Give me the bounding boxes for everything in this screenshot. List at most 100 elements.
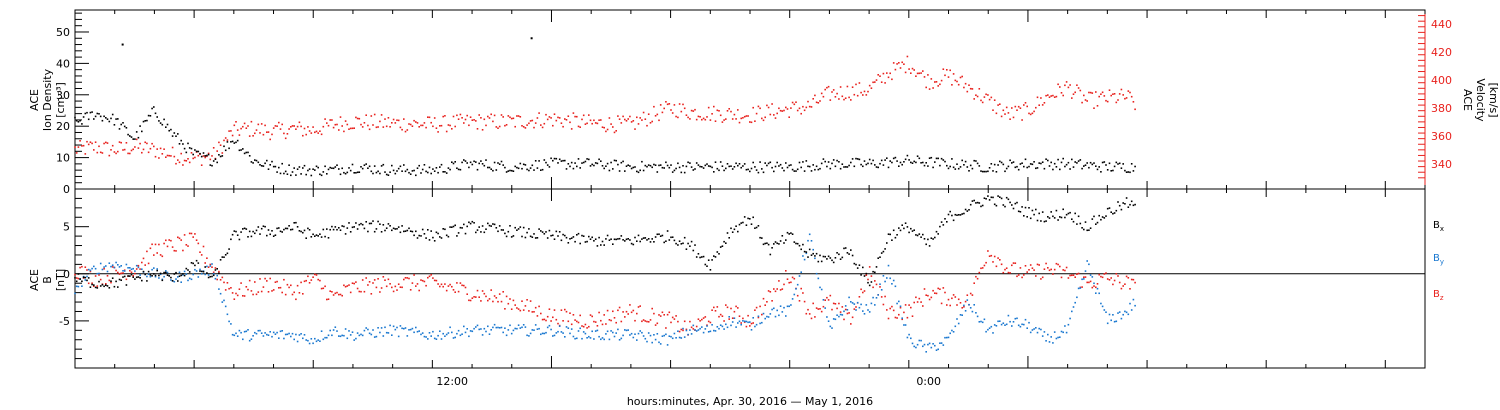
bx-point: [820, 260, 823, 263]
bz-point: [74, 273, 76, 276]
bx-point: [481, 225, 484, 227]
bz-point: [1069, 274, 1071, 277]
by-point: [233, 334, 236, 337]
density-point: [682, 165, 684, 167]
bx-point: [331, 225, 333, 228]
density-point: [93, 118, 95, 120]
by-point: [137, 266, 140, 269]
bz-point: [1059, 265, 1061, 268]
bx-point: [166, 274, 169, 276]
by-point: [745, 320, 748, 323]
bx-point: [706, 265, 708, 267]
density-point: [706, 163, 708, 165]
bx-point: [853, 262, 856, 265]
density-point: [182, 143, 184, 145]
bx-point: [392, 227, 395, 230]
bz-point: [671, 316, 674, 319]
bz-point: [358, 290, 361, 293]
bx-point: [200, 270, 203, 273]
by-point: [863, 313, 866, 315]
bx-point: [714, 256, 717, 258]
by-point: [778, 314, 780, 317]
bz-point: [685, 328, 688, 331]
density-point: [687, 161, 689, 164]
velocity-point: [1067, 86, 1070, 89]
bx-point: [899, 229, 902, 232]
by-point: [682, 327, 684, 330]
bz-point: [887, 317, 890, 320]
density-point: [589, 165, 592, 167]
velocity-point: [1110, 94, 1112, 97]
density-point: [701, 166, 703, 168]
velocity-point: [576, 115, 578, 118]
bz-point: [161, 255, 164, 258]
by-point: [598, 335, 600, 338]
by-point: [774, 315, 777, 318]
bx-point: [731, 231, 734, 233]
by-point: [829, 325, 832, 328]
density-point: [98, 113, 100, 115]
bz-point: [1074, 276, 1076, 278]
by-point: [788, 305, 790, 308]
bx-point: [1083, 228, 1085, 231]
by-point: [565, 326, 568, 328]
bx-point: [178, 275, 181, 277]
velocity-point: [913, 69, 915, 71]
by-point: [415, 326, 417, 329]
bz-point: [115, 269, 117, 272]
bx-point: [771, 247, 773, 249]
bz-point: [173, 249, 176, 252]
density-point: [255, 159, 258, 162]
velocity-point: [478, 114, 480, 116]
velocity-point: [372, 124, 374, 126]
bz-point: [278, 287, 280, 289]
bx-point: [456, 235, 458, 237]
density-point: [86, 111, 88, 114]
bz-point: [452, 289, 455, 291]
by-point: [769, 313, 772, 315]
velocity-point: [118, 141, 121, 143]
bx-point: [858, 264, 861, 266]
density-point: [469, 161, 472, 164]
velocity-point: [964, 82, 967, 85]
density-point: [935, 157, 938, 160]
velocity-point: [985, 93, 987, 96]
velocity-point: [281, 123, 283, 126]
by-point: [529, 332, 532, 335]
bx-point: [908, 231, 910, 234]
bx-point: [606, 234, 609, 237]
bz-point: [1040, 278, 1042, 280]
bx-point: [558, 231, 561, 233]
velocity-point: [77, 146, 80, 148]
density-point: [990, 163, 993, 165]
bx-point: [396, 228, 398, 230]
bz-point: [1033, 269, 1035, 271]
bz-point: [125, 278, 128, 281]
bz-point: [903, 311, 905, 314]
density-point: [1064, 165, 1066, 168]
bz-point: [653, 312, 655, 315]
by-point: [127, 267, 129, 269]
density-point: [1031, 163, 1034, 166]
by-point: [135, 264, 138, 267]
velocity-point: [303, 127, 306, 130]
by-point: [978, 321, 981, 323]
bx-point: [1091, 218, 1094, 220]
bz-point: [740, 322, 742, 324]
velocity-point: [254, 132, 256, 135]
bx-point: [430, 230, 432, 232]
bz-point: [588, 325, 590, 328]
bx-point: [175, 271, 177, 274]
density-point: [683, 171, 686, 174]
by-point: [927, 343, 929, 346]
bz-point: [867, 278, 869, 281]
density-point: [153, 106, 155, 108]
bz-point: [761, 313, 763, 316]
velocity-point: [401, 128, 403, 131]
bx-point: [339, 229, 342, 231]
density-point: [226, 141, 229, 143]
density-point: [1127, 171, 1130, 173]
bz-point: [177, 236, 179, 239]
bz-point: [639, 305, 641, 307]
bx-point: [245, 228, 248, 230]
